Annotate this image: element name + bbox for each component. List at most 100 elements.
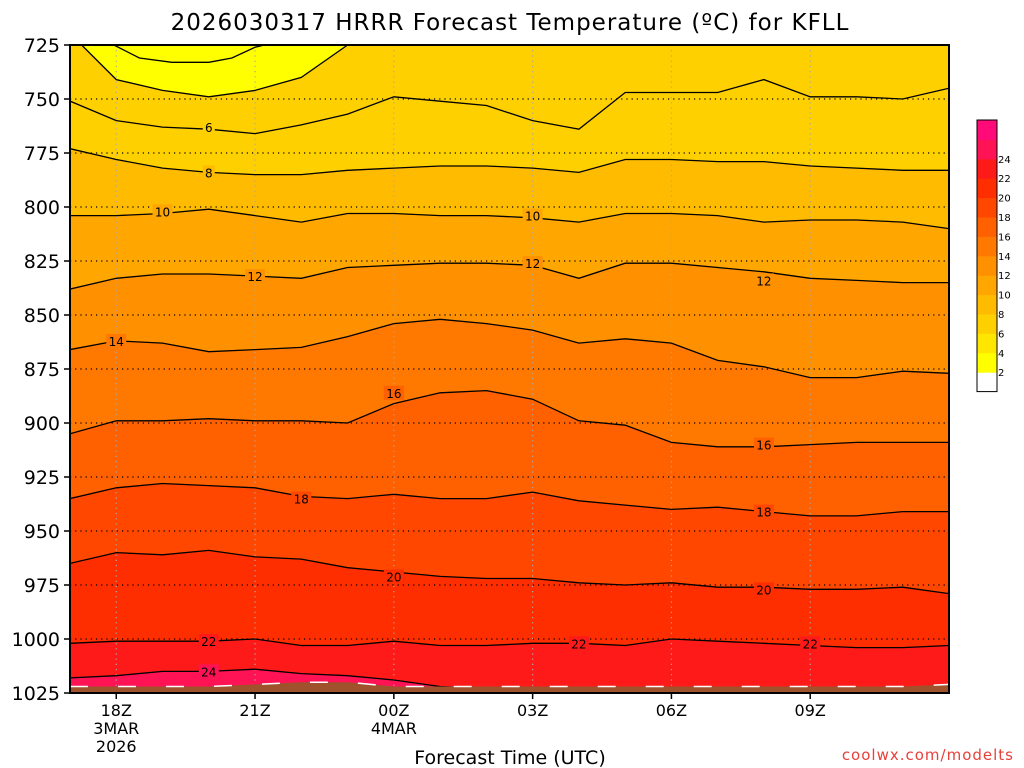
colorbar-label: 16 (998, 232, 1011, 243)
contour-label-bg (106, 333, 127, 348)
contour-label: 10 (155, 205, 170, 219)
colorbar-label: 4 (998, 349, 1004, 360)
y-axis: 725 750 775 800 825 850 875 900 925 950 975 1000 102… (12, 35, 70, 705)
colorbar-label: 8 (998, 310, 1004, 321)
x-tick-label: 03Z (517, 701, 548, 720)
contour-label-bg (568, 636, 589, 651)
isotherm-10 (70, 208, 949, 230)
contour-label-group: 6 (202, 120, 215, 135)
contour-label: 12 (756, 274, 771, 288)
colorbar-segment (977, 352, 997, 373)
y-tick-label: 725 (24, 35, 60, 57)
watermark-text: coolwx.com/modelts (842, 746, 1014, 764)
contour-label-group: 24 (198, 664, 219, 679)
colorbar-segment (977, 314, 997, 334)
colorbar-label: 2 (998, 368, 1004, 379)
band-below-4 (81, 45, 348, 97)
contour-label-bg (753, 437, 774, 452)
isotherm-8 (70, 148, 949, 176)
x-tick-label: 06Z (656, 701, 687, 720)
contour-label: 16 (756, 439, 771, 453)
x-tick-label: 18Z (101, 701, 132, 720)
contour-label-group: 20 (753, 582, 774, 597)
y-tick-label: 825 (24, 251, 60, 273)
contour-label-group: 20 (383, 569, 404, 584)
colorbar-segment (977, 236, 997, 257)
contour-label: 10 (525, 210, 540, 224)
y-tick-label: 800 (24, 197, 60, 219)
contour-label-bg (383, 385, 404, 400)
contour-label: 12 (247, 270, 262, 284)
colorbar-label: 10 (998, 291, 1011, 302)
contour-label-group: 12 (522, 256, 543, 271)
y-tick-label: 975 (24, 575, 60, 597)
isotherm-16 (70, 389, 949, 448)
isotherm-lines (70, 45, 949, 690)
y-tick-label: 950 (24, 521, 60, 543)
contour-label: 14 (109, 335, 124, 349)
contour-label: 12 (525, 257, 540, 271)
colorbar-segment (977, 275, 997, 296)
y-tick-label: 925 (24, 467, 60, 489)
contour-label-bg (202, 165, 215, 180)
contour-label-group: 12 (245, 269, 266, 284)
isotherm-2 (113, 45, 265, 63)
contour-label: 20 (386, 570, 401, 584)
isotherm-18 (70, 482, 949, 517)
contour-label-bg (198, 664, 219, 679)
contour-label: 22 (571, 637, 586, 651)
isotherm-6 (70, 78, 949, 135)
contour-label-bg (198, 634, 219, 649)
y-tick-label: 900 (24, 413, 60, 435)
contour-label: 18 (294, 493, 309, 507)
colorbar-label: 14 (998, 252, 1011, 263)
y-tick-label: 1000 (12, 629, 60, 651)
contour-label-group: 22 (568, 636, 589, 651)
temperature-bands (70, 45, 949, 693)
colorbar-label: 24 (998, 155, 1011, 166)
colorbar-segment (977, 120, 997, 140)
isotherm-4 (81, 45, 348, 98)
colorbar-frame (976, 119, 998, 393)
y-tick-label: 875 (24, 359, 60, 381)
y-tick-label: 750 (24, 89, 60, 111)
x-tick-label: 3MAR (93, 719, 139, 738)
contour-label-group: 8 (202, 165, 215, 180)
colorbar-segment (977, 294, 997, 315)
contour-label: 6 (205, 121, 213, 135)
isotherm-20 (70, 549, 949, 595)
contour-label-bg (202, 120, 215, 135)
contour-label-bg (753, 504, 774, 519)
ground-fill (70, 682, 949, 693)
contour-label: 24 (201, 665, 216, 679)
contour-label-group: 18 (753, 504, 774, 520)
isotherm-12 (70, 262, 949, 290)
contour-label: 8 (205, 166, 213, 180)
contour-label-bg (522, 256, 543, 271)
y-tick-label: 775 (24, 143, 60, 165)
contour-label: 16 (386, 387, 401, 401)
contour-label-group: 14 (106, 333, 127, 349)
contour-label-bg (522, 208, 543, 223)
contour-label: 22 (201, 635, 216, 649)
contour-label-bg (152, 204, 173, 219)
contour-label-group: 18 (291, 491, 312, 507)
x-tick-label: 4MAR (371, 719, 417, 738)
contour-label: 18 (756, 506, 771, 520)
contour-label-group: 22 (800, 636, 821, 651)
colorbar-label: 18 (998, 213, 1011, 224)
surface-line (70, 681, 949, 688)
x-axis-label: Forecast Time (UTC) (414, 747, 605, 768)
isotherm-14 (70, 318, 949, 379)
contour-label: 22 (803, 637, 818, 651)
contour-label-bg (383, 569, 404, 584)
x-tick-label: 00Z (378, 701, 409, 720)
contour-label-group: 16 (383, 385, 404, 401)
colorbar-segment (977, 217, 997, 237)
contour-label-group: 12 (753, 273, 774, 288)
chart-title: 2026030317 HRRR Forecast Temperature (ºC… (171, 10, 850, 36)
contour-label: 20 (756, 583, 771, 597)
